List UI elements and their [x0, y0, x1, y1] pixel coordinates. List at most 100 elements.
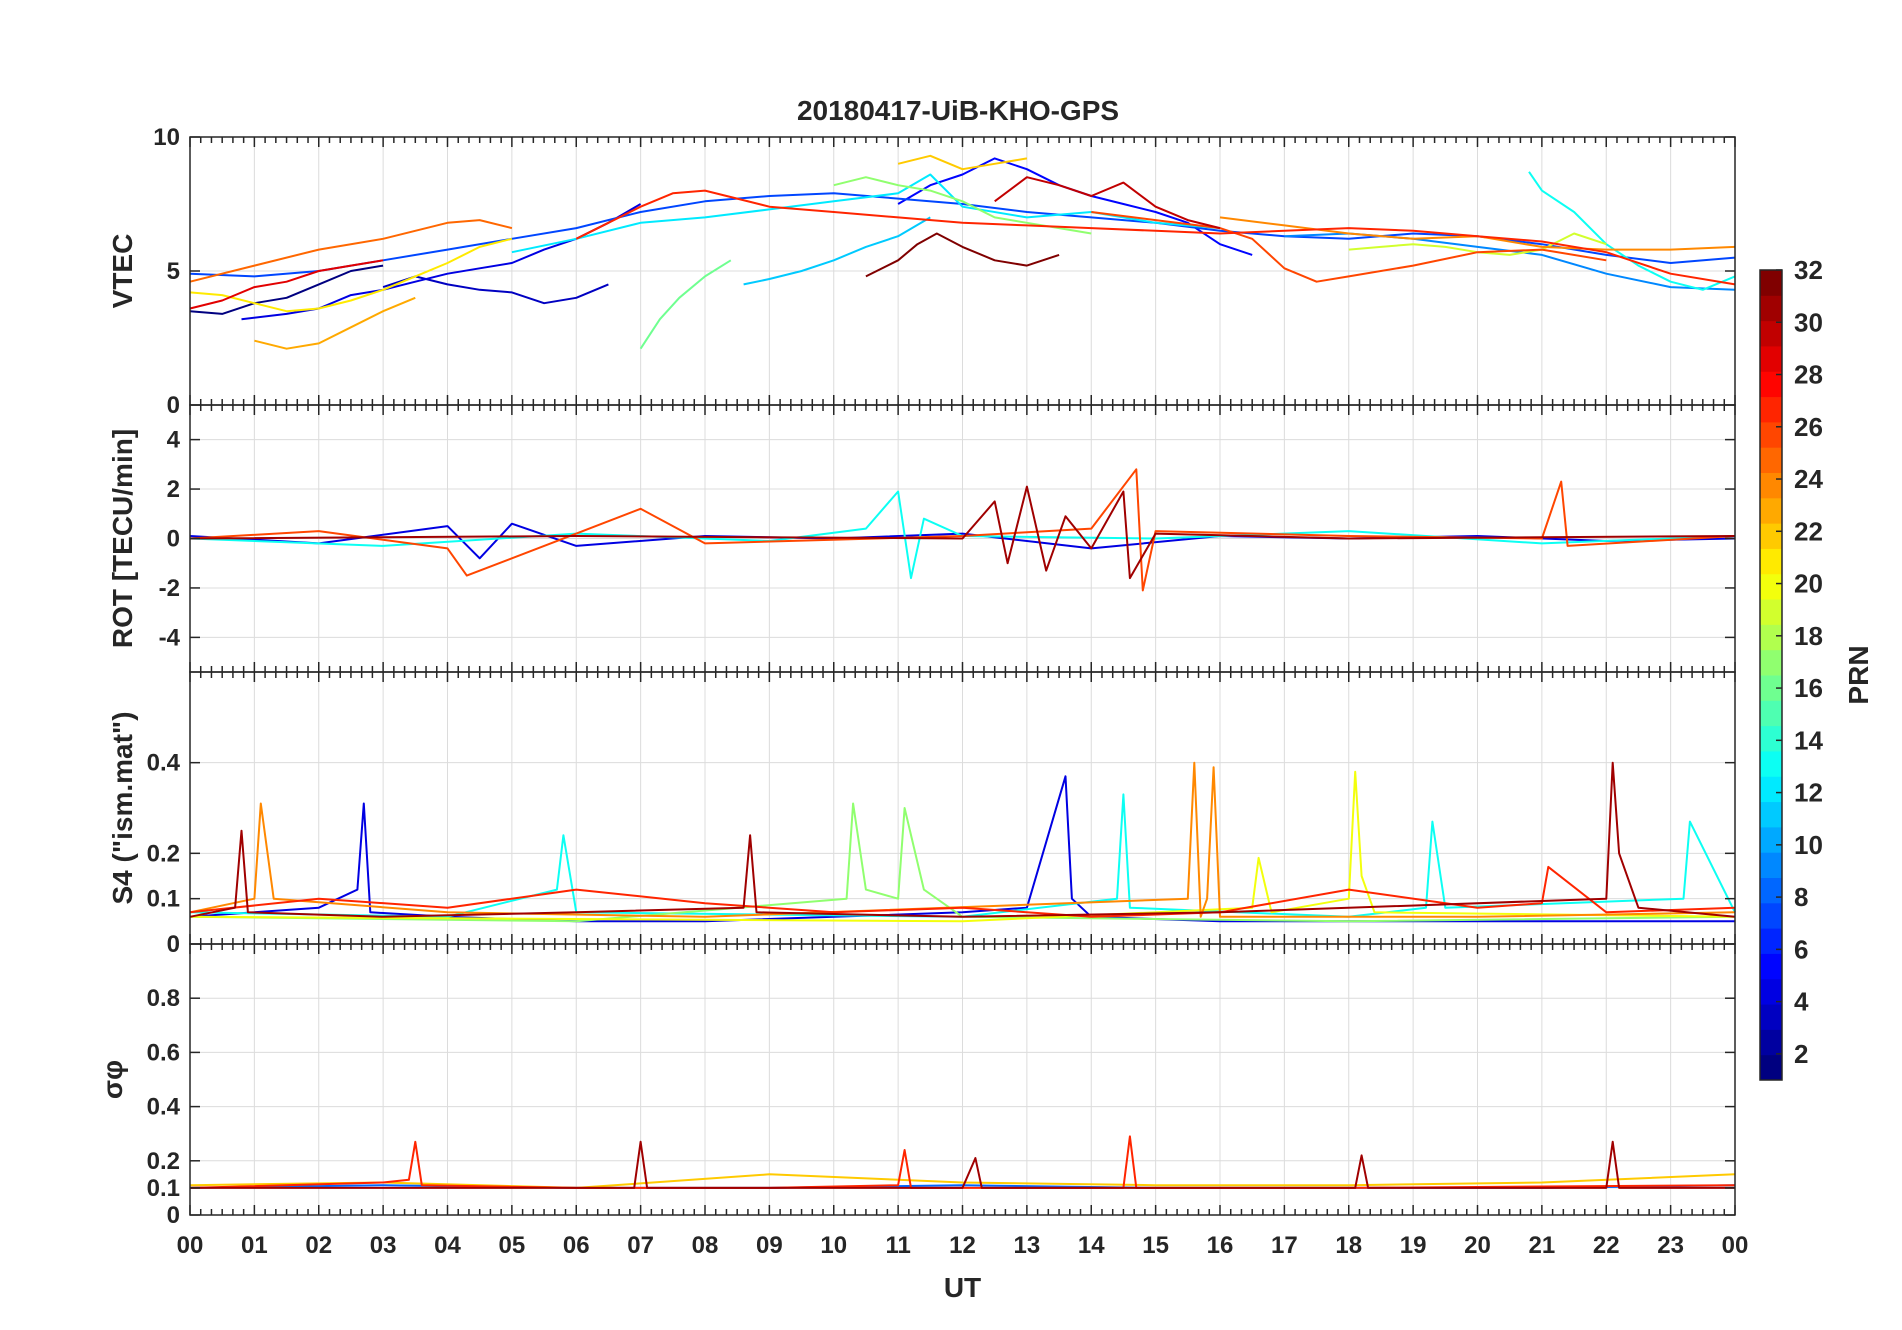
colorbar-segment	[1760, 523, 1782, 549]
x-tick-label: 11	[885, 1232, 910, 1259]
y-tick-label: 0	[167, 1202, 180, 1229]
y-tick-label: 0.8	[147, 985, 180, 1012]
colorbar-segment	[1760, 320, 1782, 347]
colorbar-frame	[1759, 269, 1783, 1081]
colorbar-segment	[1760, 421, 1782, 448]
colorbar-segment	[1760, 953, 1782, 980]
colorbar-tick-label: 18	[1794, 621, 1823, 651]
colorbar-segment	[1760, 700, 1782, 727]
series-line-prn-16	[639, 259, 732, 350]
x-tick-label: 22	[1593, 1232, 1620, 1259]
colorbar-segment	[1760, 270, 1782, 296]
panel-s4: 0 0.1 0.2 0.4 S4 ("ism.mat")	[107, 671, 1736, 958]
series-line-prn-27	[189, 1135, 1736, 1189]
colorbar-segment	[1760, 649, 1782, 676]
series-line-prn-23	[254, 296, 416, 350]
colorbar-segment	[1760, 396, 1782, 423]
colorbar-segment	[1760, 725, 1782, 752]
series-line-prn-27	[575, 189, 1736, 286]
y-tick-label: 2	[167, 476, 180, 503]
colorbar-tick-label: 22	[1794, 516, 1823, 546]
series-line-prn-31	[190, 1140, 1735, 1189]
colorbar-segment	[1760, 472, 1782, 499]
series-line-prn-22	[897, 154, 1028, 171]
colorbar-segment	[1760, 902, 1782, 929]
series-line-prn-32	[865, 232, 1060, 278]
colorbar-segment	[1760, 750, 1782, 777]
colorbar-tick-label: 26	[1794, 412, 1823, 442]
x-tick-label: 21	[1529, 1232, 1556, 1259]
y-tick-label: 10	[153, 124, 180, 151]
x-tick-label: 06	[563, 1232, 590, 1259]
x-tick-label: 08	[692, 1232, 719, 1259]
y-axis-label: VTEC	[107, 234, 138, 309]
series-line-prn-27	[189, 865, 1736, 918]
x-tick-label: 13	[1014, 1232, 1041, 1259]
colorbar-tick-label: 20	[1794, 569, 1823, 599]
chart-title: 20180417-UiB-KHO-GPS	[797, 95, 1119, 126]
colorbar-tick-label: 4	[1794, 987, 1809, 1017]
y-tick-label: 5	[167, 258, 180, 285]
x-tick-label: 17	[1271, 1232, 1298, 1259]
colorbar-segment	[1760, 826, 1782, 853]
colorbar-tick-label: 12	[1794, 778, 1823, 808]
colorbar-segment	[1760, 599, 1782, 625]
colorbar-segment	[1760, 447, 1782, 473]
colorbar-tick-label: 8	[1794, 882, 1808, 912]
x-tick-label: 18	[1335, 1232, 1362, 1259]
x-tick-label: 20	[1464, 1232, 1491, 1259]
x-tick-label: 15	[1142, 1232, 1169, 1259]
x-tick-label: 03	[370, 1232, 397, 1259]
y-tick-label: 0.4	[147, 1094, 181, 1121]
colorbar-segment	[1760, 1029, 1782, 1056]
y-tick-label: -2	[159, 575, 180, 602]
colorbar-tick-label: 24	[1794, 464, 1823, 494]
x-tick-label: 00	[177, 1232, 204, 1259]
series-line-prn-26	[189, 468, 1736, 592]
x-tick-label: 05	[499, 1232, 526, 1259]
y-axis-label: σφ	[97, 1060, 128, 1099]
y-tick-label: 0	[167, 526, 180, 553]
x-tick-label: 12	[949, 1232, 976, 1259]
colorbar-tick-label: 14	[1794, 725, 1823, 755]
colorbar-label: PRN	[1843, 645, 1874, 704]
x-tick-label: 00	[1722, 1232, 1749, 1259]
y-tick-label: 0	[167, 931, 180, 958]
y-tick-label: 0.2	[147, 1148, 180, 1175]
colorbar-tick-label: 32	[1794, 255, 1823, 285]
colorbar-segment	[1760, 345, 1782, 372]
x-tick-label: 19	[1400, 1232, 1427, 1259]
colorbar-tick-label: 28	[1794, 360, 1823, 390]
x-tick-label: 23	[1657, 1232, 1684, 1259]
panel-rot: -4 -2 0 2 4 ROT [TECU/min]	[107, 404, 1736, 673]
series-line-prn-24	[189, 761, 1736, 918]
x-tick-label: 16	[1207, 1232, 1234, 1259]
x-axis-label: UT	[944, 1272, 981, 1303]
colorbar-segment	[1760, 978, 1782, 1005]
colorbar-segment	[1760, 1004, 1782, 1030]
y-tick-label: 0.1	[147, 886, 180, 913]
x-tick-label: 07	[627, 1232, 654, 1259]
colorbar-tick-label: 30	[1794, 307, 1823, 337]
x-tick-label: 02	[305, 1232, 332, 1259]
series-line-prn-31	[189, 485, 1736, 580]
series-line-prn-22	[189, 1173, 1736, 1189]
series-line-prn-13	[1528, 171, 1736, 291]
x-tick-label: 14	[1078, 1232, 1105, 1259]
y-tick-label: 0	[167, 392, 180, 419]
colorbar-segment	[1760, 573, 1782, 600]
series-line-prn-26	[1091, 211, 1607, 283]
series-line-prn-1	[189, 264, 384, 315]
colorbar-segment	[1760, 852, 1782, 878]
series-line-prn-31	[189, 761, 1736, 918]
colorbar-segment	[1760, 1054, 1782, 1081]
series-line-prn-30	[994, 176, 1221, 230]
series-line-prn-4	[241, 203, 642, 321]
series-line-prn-13	[189, 793, 1736, 918]
x-tick-label: 04	[434, 1232, 461, 1259]
series-line-prn-29	[189, 259, 384, 310]
colorbar-segment	[1760, 371, 1782, 398]
y-tick-label: 4	[167, 427, 181, 454]
y-tick-label: 0.6	[147, 1039, 180, 1066]
